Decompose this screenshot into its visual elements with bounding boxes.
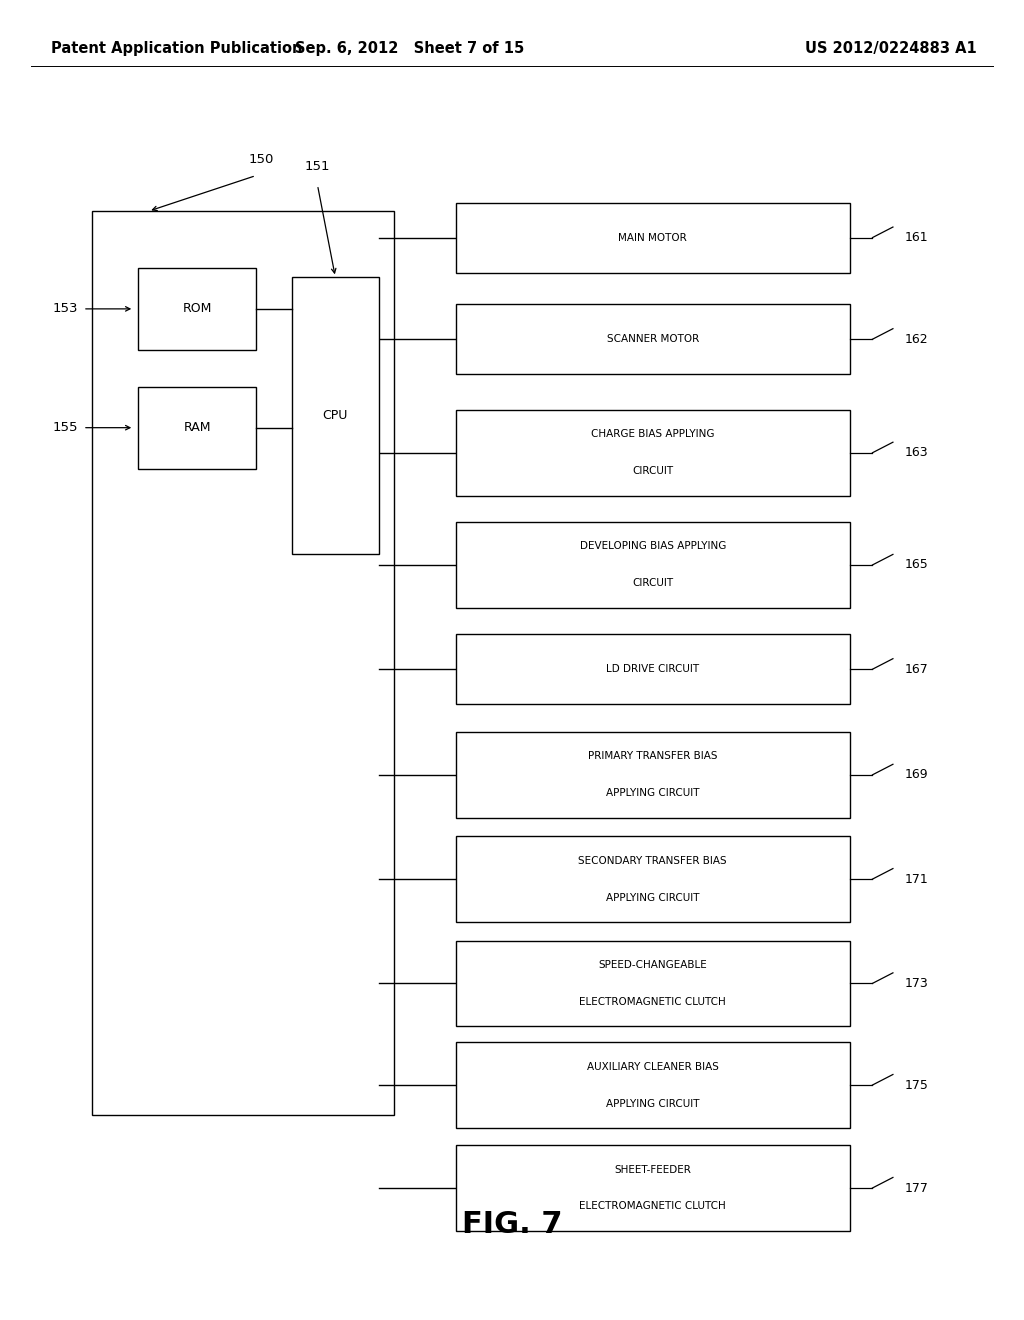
- Text: CHARGE BIAS APPLYING: CHARGE BIAS APPLYING: [591, 429, 715, 440]
- Bar: [456, 1043, 850, 1127]
- Text: 167: 167: [904, 663, 928, 676]
- Bar: [456, 731, 850, 818]
- Text: CIRCUIT: CIRCUIT: [632, 578, 674, 589]
- Text: ELECTROMAGNETIC CLUTCH: ELECTROMAGNETIC CLUTCH: [580, 1201, 726, 1212]
- Text: LD DRIVE CIRCUIT: LD DRIVE CIRCUIT: [606, 664, 699, 675]
- Text: 171: 171: [904, 873, 928, 886]
- Text: RAM: RAM: [183, 421, 211, 434]
- Text: 163: 163: [904, 446, 928, 459]
- Text: ELECTROMAGNETIC CLUTCH: ELECTROMAGNETIC CLUTCH: [580, 997, 726, 1007]
- Bar: [456, 1144, 850, 1230]
- Text: US 2012/0224883 A1: US 2012/0224883 A1: [805, 41, 977, 55]
- Bar: [456, 304, 850, 375]
- Text: APPLYING CIRCUIT: APPLYING CIRCUIT: [606, 788, 699, 799]
- Text: 161: 161: [904, 231, 928, 244]
- Bar: [456, 940, 850, 1027]
- Bar: [292, 277, 379, 554]
- Text: FIG. 7: FIG. 7: [462, 1210, 562, 1239]
- Text: ROM: ROM: [182, 302, 212, 315]
- Text: Sep. 6, 2012   Sheet 7 of 15: Sep. 6, 2012 Sheet 7 of 15: [295, 41, 524, 55]
- Text: 162: 162: [904, 333, 928, 346]
- Bar: [92, 211, 394, 1115]
- Bar: [456, 837, 850, 921]
- Text: MAIN MOTOR: MAIN MOTOR: [618, 232, 687, 243]
- Text: 150: 150: [249, 153, 273, 166]
- Text: SHEET-FEEDER: SHEET-FEEDER: [614, 1164, 691, 1175]
- Text: APPLYING CIRCUIT: APPLYING CIRCUIT: [606, 1098, 699, 1109]
- Text: SCANNER MOTOR: SCANNER MOTOR: [606, 334, 699, 345]
- Text: CIRCUIT: CIRCUIT: [632, 466, 674, 477]
- Text: CPU: CPU: [323, 409, 348, 422]
- Text: APPLYING CIRCUIT: APPLYING CIRCUIT: [606, 892, 699, 903]
- Bar: [456, 521, 850, 607]
- Text: 165: 165: [904, 558, 928, 572]
- Text: 151: 151: [305, 160, 330, 173]
- Text: Patent Application Publication: Patent Application Publication: [51, 41, 303, 55]
- Text: 169: 169: [904, 768, 928, 781]
- Bar: [138, 268, 256, 350]
- Bar: [456, 202, 850, 272]
- Bar: [456, 409, 850, 495]
- Text: AUXILIARY CLEANER BIAS: AUXILIARY CLEANER BIAS: [587, 1061, 719, 1072]
- Text: 153: 153: [52, 302, 78, 315]
- Text: SPEED-CHANGEABLE: SPEED-CHANGEABLE: [598, 960, 708, 970]
- Text: 173: 173: [904, 977, 928, 990]
- Text: PRIMARY TRANSFER BIAS: PRIMARY TRANSFER BIAS: [588, 751, 718, 762]
- Text: 177: 177: [904, 1181, 928, 1195]
- Text: DEVELOPING BIAS APPLYING: DEVELOPING BIAS APPLYING: [580, 541, 726, 552]
- Text: SECONDARY TRANSFER BIAS: SECONDARY TRANSFER BIAS: [579, 855, 727, 866]
- Bar: [456, 635, 850, 705]
- Text: 155: 155: [52, 421, 78, 434]
- Bar: [138, 387, 256, 469]
- Text: 175: 175: [904, 1078, 928, 1092]
